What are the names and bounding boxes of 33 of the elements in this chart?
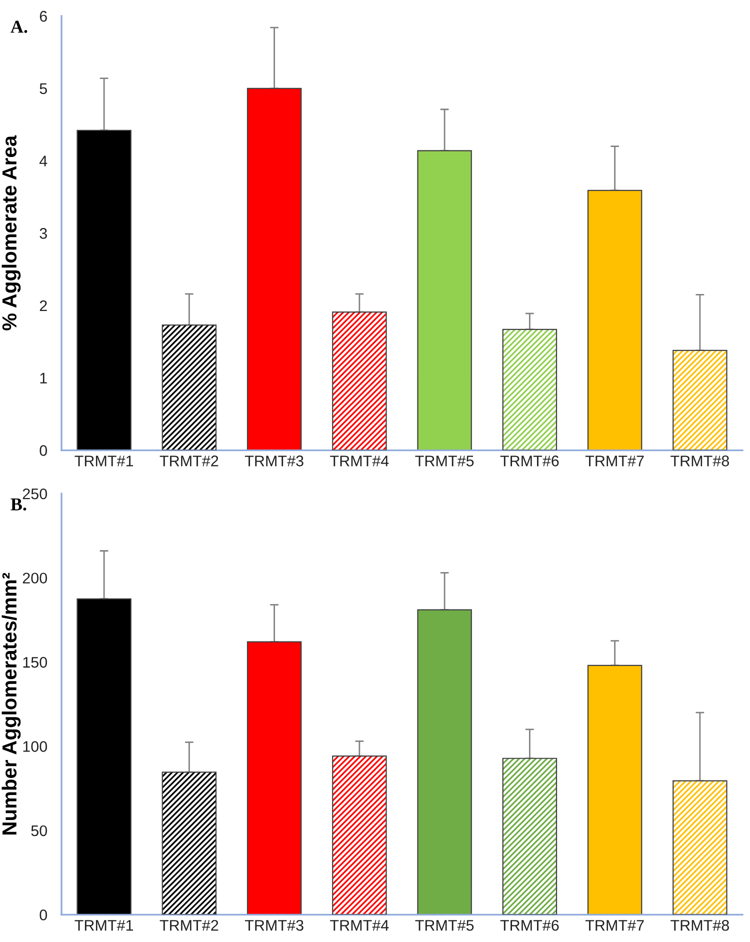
x-tick-label: TRMT#6 — [500, 456, 559, 466]
y-axis-title: Number Agglomerates/mm² — [2, 572, 21, 834]
x-tick-label: TRMT#5 — [415, 920, 474, 931]
chart-title: A. — [10, 20, 28, 33]
x-tick-label: TRMT#8 — [670, 920, 729, 931]
x-tick-label: TRMT#8 — [670, 456, 729, 466]
y-axis-title: % Agglomerate Area — [2, 135, 21, 330]
x-tick-label: TRMT#2 — [160, 920, 218, 931]
y-tick-label: 50 — [31, 825, 48, 836]
y-tick-label: 0 — [40, 910, 48, 920]
y-tick-label: 200 — [22, 572, 48, 584]
x-tick-label: TRMT#7 — [585, 920, 644, 931]
x-tick-label: TRMT#1 — [74, 456, 134, 466]
y-tick-label: 150 — [23, 656, 48, 668]
y-tick-label: 0 — [40, 445, 48, 456]
x-tick-label: TRMT#6 — [500, 920, 559, 931]
y-tick-label: 4 — [39, 156, 48, 166]
y-tick-label: 250 — [22, 488, 48, 500]
y-tick-label: 3 — [40, 228, 47, 239]
x-tick-label: TRMT#5 — [415, 456, 474, 466]
y-tick-label: 5 — [40, 83, 47, 94]
y-tick-label: 2 — [40, 300, 47, 312]
x-tick-label: TRMT#2 — [160, 456, 218, 466]
x-tick-label: TRMT#3 — [244, 920, 304, 931]
x-tick-label: TRMT#7 — [585, 456, 644, 466]
y-tick-label: 1 — [40, 372, 47, 384]
x-tick-label: TRMT#4 — [330, 456, 389, 466]
x-tick-label: TRMT#3 — [244, 456, 304, 466]
chart-title: B. — [10, 498, 26, 511]
x-tick-label: TRMT#4 — [330, 920, 389, 931]
x-tick-label: TRMT#1 — [74, 920, 134, 931]
y-tick-label: 6 — [40, 10, 47, 22]
y-tick-label: 100 — [23, 741, 48, 752]
